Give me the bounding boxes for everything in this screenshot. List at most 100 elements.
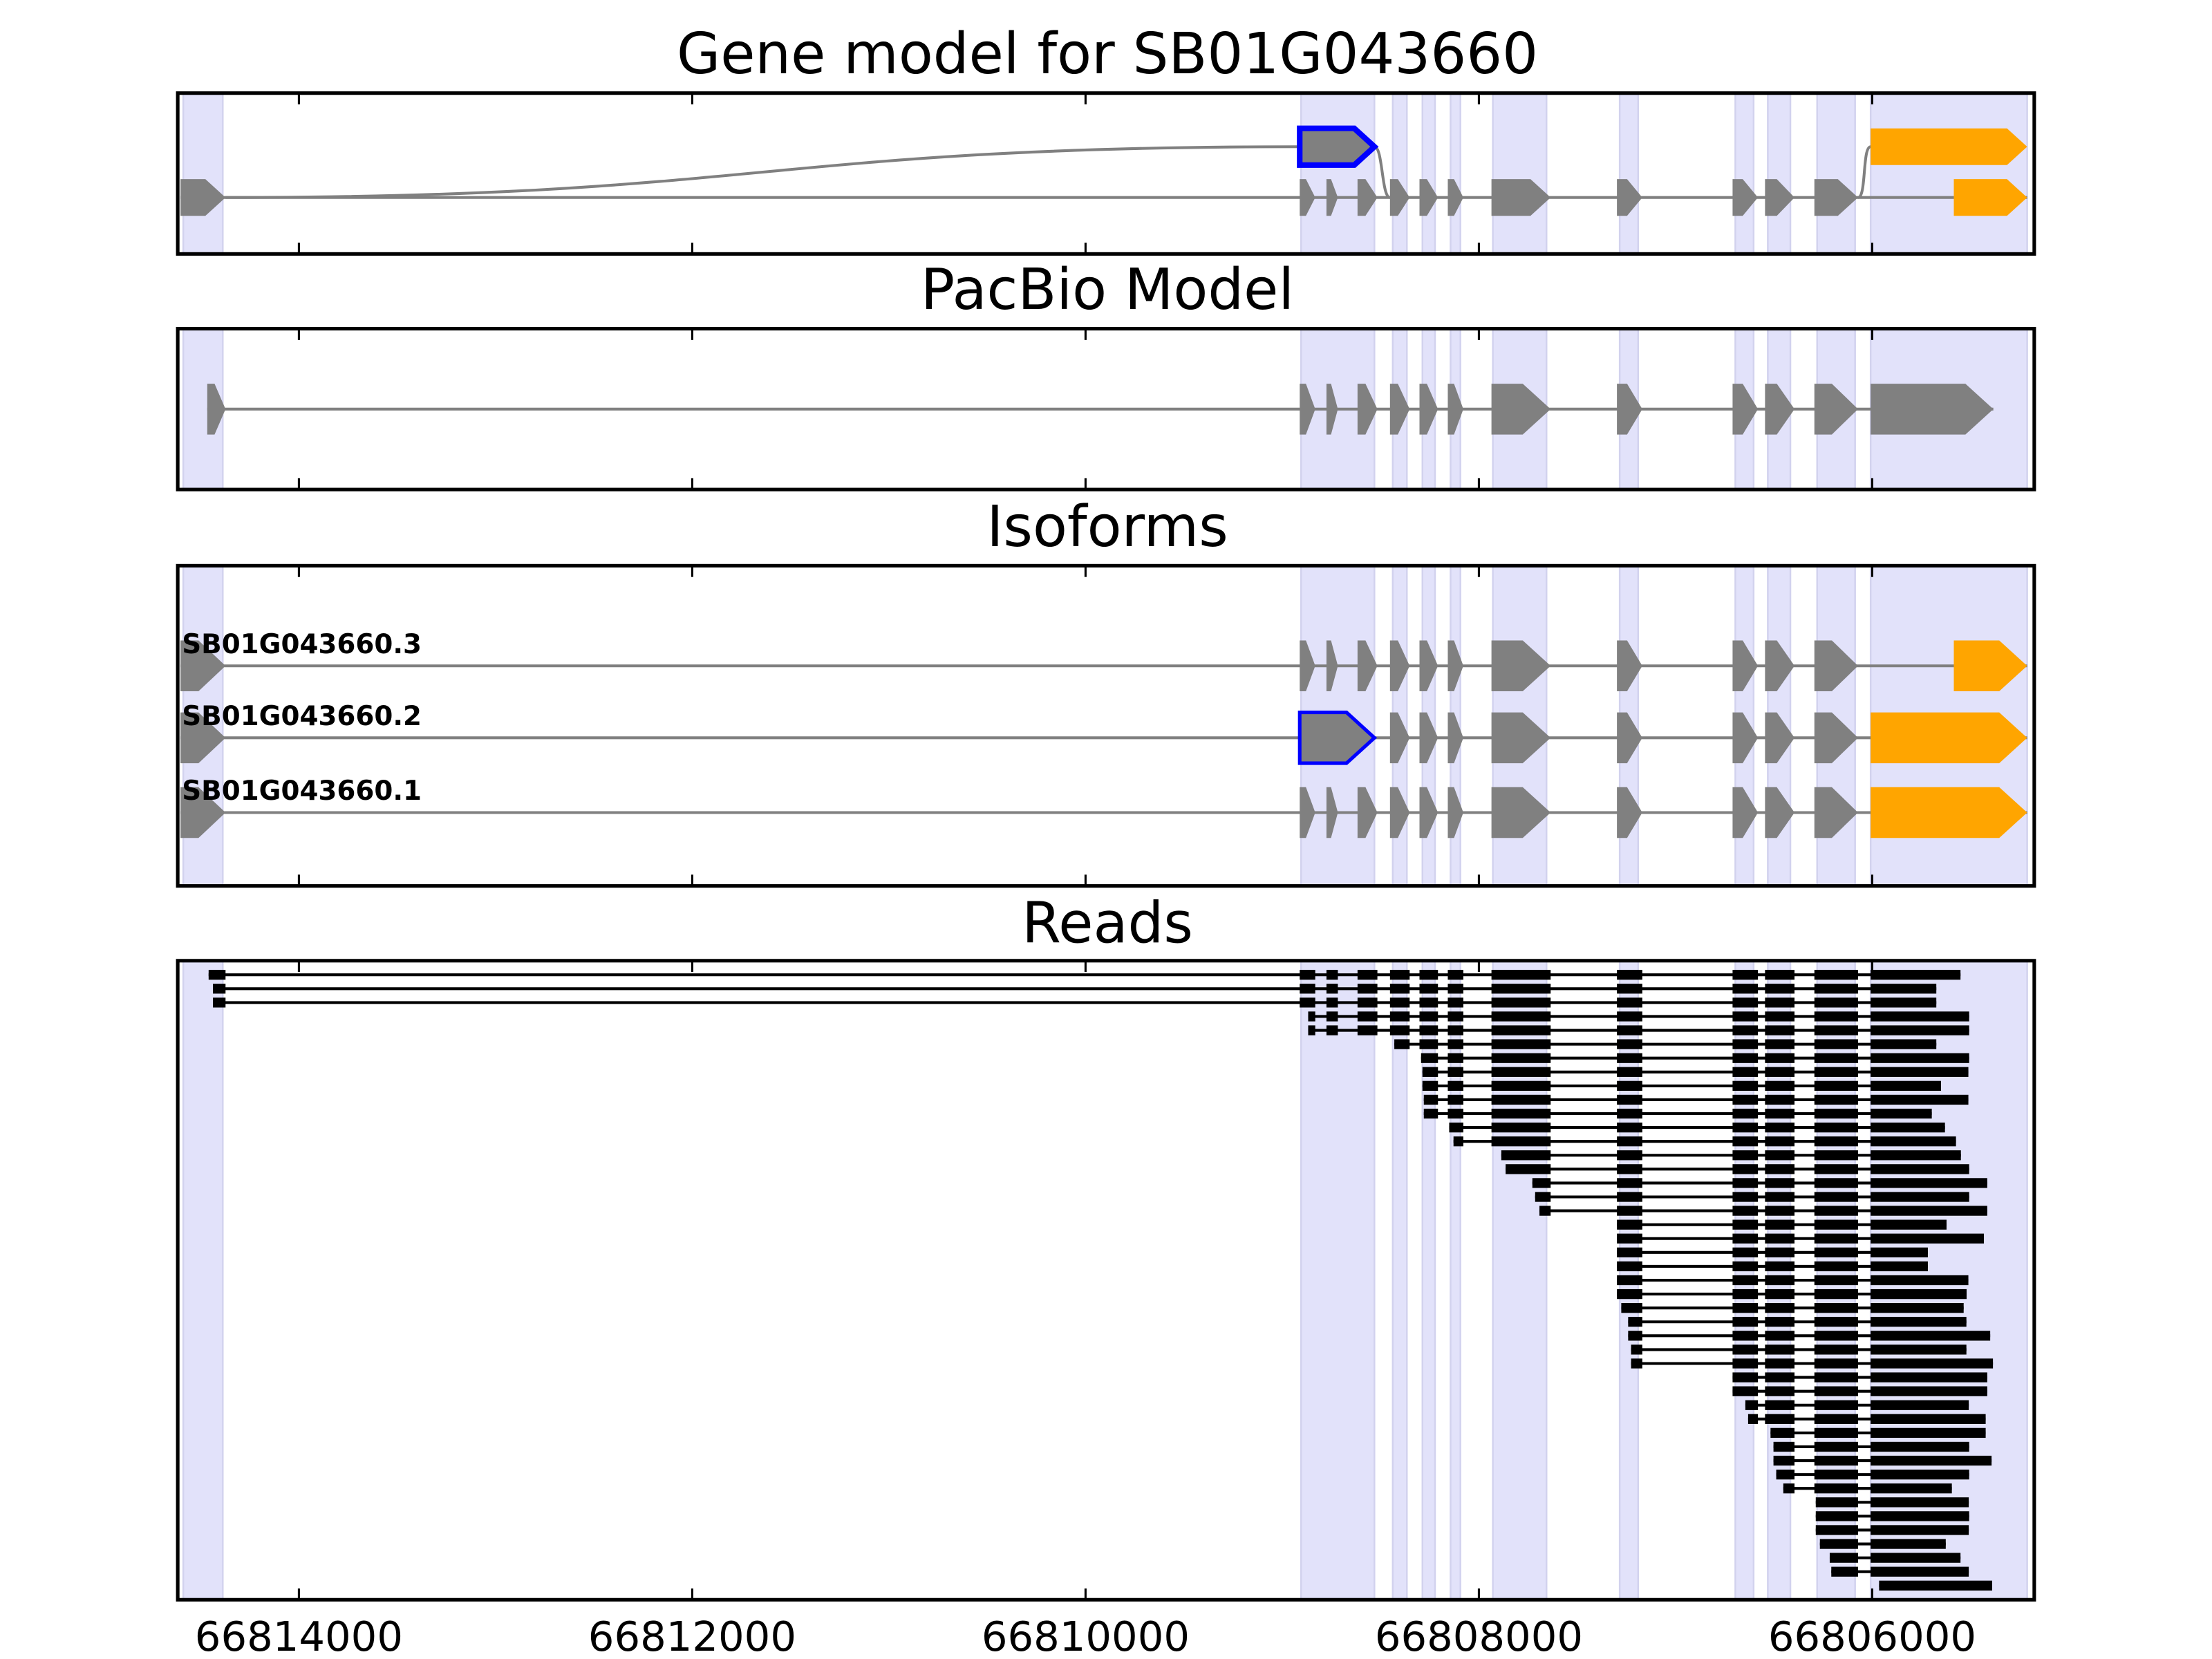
gene_model-axes xyxy=(176,91,2036,256)
read-block xyxy=(1814,970,1858,980)
reads-title: Reads xyxy=(1022,890,1193,956)
read-block xyxy=(1394,1039,1410,1049)
read-block xyxy=(1732,1247,1759,1257)
read-block xyxy=(1732,1331,1759,1341)
read-block xyxy=(1732,984,1759,994)
read xyxy=(1308,1011,1969,1022)
read-block xyxy=(1732,1288,1759,1300)
exon xyxy=(1419,640,1438,691)
read-block xyxy=(1783,1483,1795,1494)
read-block xyxy=(1814,1288,1858,1300)
read xyxy=(1617,1219,1947,1230)
read-block xyxy=(1419,984,1438,994)
read-block xyxy=(1326,1025,1338,1035)
read-block xyxy=(1447,1080,1463,1091)
read-block xyxy=(1300,984,1315,994)
exon xyxy=(1419,787,1438,838)
exon xyxy=(1871,384,1994,435)
read-block xyxy=(1300,970,1315,980)
read-block xyxy=(1814,1080,1858,1091)
read-block xyxy=(1819,1539,1858,1549)
read-block xyxy=(1814,1206,1858,1216)
highlighted-exon xyxy=(1871,128,2027,165)
read-block xyxy=(213,997,226,1008)
read-block xyxy=(1628,1317,1642,1327)
exon xyxy=(1814,712,1858,764)
read-block xyxy=(1617,1261,1642,1272)
read-block xyxy=(1419,970,1438,980)
read-block xyxy=(1814,1150,1858,1161)
read-block xyxy=(1871,1358,1994,1369)
read-block xyxy=(1871,1303,1964,1313)
read-block xyxy=(1617,1094,1642,1105)
exon xyxy=(180,640,226,691)
highlighted-exon xyxy=(1871,712,2027,764)
read-block xyxy=(1539,1206,1551,1216)
read xyxy=(1776,1470,1969,1480)
read-block xyxy=(1389,970,1410,980)
panel-frame xyxy=(176,563,2036,888)
read xyxy=(1535,1192,1969,1202)
read-block xyxy=(1814,1483,1858,1494)
read-block xyxy=(1745,1400,1759,1410)
read-block xyxy=(1765,1080,1795,1091)
x-tick-label: 66810000 xyxy=(982,1613,1190,1659)
read-block xyxy=(1814,1400,1858,1410)
read-block xyxy=(1765,1344,1795,1355)
read-block xyxy=(1326,1011,1338,1022)
read-block xyxy=(1326,970,1338,980)
x-tick-label: 66806000 xyxy=(1768,1613,1976,1659)
read-block xyxy=(1871,1483,1952,1494)
read-block xyxy=(1765,1178,1795,1188)
read-block xyxy=(1814,1317,1858,1327)
exon xyxy=(1765,384,1795,435)
read-block xyxy=(1617,1192,1642,1202)
read xyxy=(1815,1497,1969,1508)
read-block xyxy=(1814,1136,1858,1147)
exon xyxy=(1732,640,1759,691)
read-block xyxy=(1308,1025,1315,1035)
read-block xyxy=(1357,1011,1378,1022)
outlined-exon xyxy=(1297,125,1379,168)
read-block xyxy=(1617,1039,1642,1049)
read-block xyxy=(1447,970,1463,980)
gene-model-title: Gene model for SB01G043660 xyxy=(677,21,1538,87)
read-block xyxy=(1447,1094,1463,1105)
read-block xyxy=(1732,1219,1759,1230)
exon xyxy=(1447,712,1463,764)
exon xyxy=(1326,384,1338,435)
exon xyxy=(1732,179,1759,216)
read-block xyxy=(1765,1164,1795,1174)
read-block xyxy=(1419,1039,1438,1049)
isoform-label: SB01G043660.2 xyxy=(182,701,422,732)
read-block xyxy=(1765,1358,1795,1369)
exon xyxy=(1389,787,1410,838)
read-block xyxy=(1732,1039,1759,1049)
read-block xyxy=(1423,1108,1438,1119)
read-block xyxy=(1814,1219,1858,1230)
read-block xyxy=(1617,1108,1642,1119)
read xyxy=(1532,1178,1987,1188)
read-block xyxy=(1617,1206,1642,1216)
read xyxy=(1423,1108,1932,1119)
x-tick-label: 66812000 xyxy=(588,1613,796,1659)
read-block xyxy=(1617,1011,1642,1022)
exon xyxy=(1389,179,1410,216)
read-block xyxy=(1617,1178,1642,1188)
read-block xyxy=(1765,1275,1795,1286)
read-block xyxy=(1419,1011,1438,1022)
read xyxy=(213,984,1937,994)
read-block xyxy=(1389,1011,1410,1022)
read-block xyxy=(1491,1039,1551,1049)
exon xyxy=(1326,640,1338,691)
read xyxy=(1783,1483,1952,1494)
read-block xyxy=(1732,1136,1759,1147)
exon xyxy=(1357,384,1378,435)
read-block xyxy=(1765,1011,1795,1022)
isoform-track: SB01G043660.3 xyxy=(180,629,2027,691)
read-block xyxy=(1814,1039,1858,1049)
read-block xyxy=(1357,970,1378,980)
highlighted-exon xyxy=(1953,640,2027,691)
isoforms-title: Isoforms xyxy=(986,494,1228,560)
read-block xyxy=(1814,1427,1858,1438)
